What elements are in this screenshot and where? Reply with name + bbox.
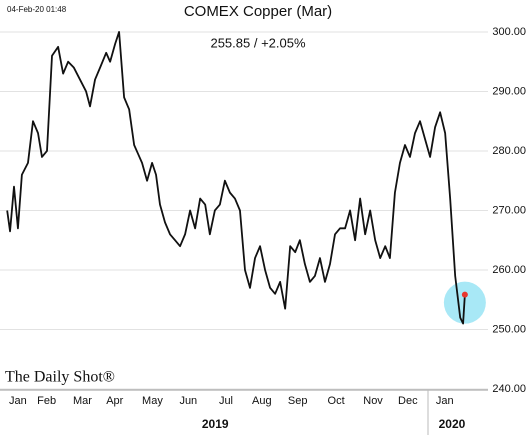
x-tick-label: Jan bbox=[9, 395, 27, 407]
last-point bbox=[461, 291, 468, 298]
x-tick-label: Jan bbox=[436, 395, 454, 407]
x-tick-label: Apr bbox=[106, 395, 123, 407]
y-tick-label: 240.00 bbox=[492, 383, 526, 395]
y-tick-label: 250.00 bbox=[492, 323, 526, 335]
y-tick-label: 300.00 bbox=[492, 26, 526, 38]
x-tick-label: Jun bbox=[179, 395, 197, 407]
x-tick-label: Dec bbox=[398, 395, 418, 407]
price-line bbox=[6, 31, 466, 325]
x-tick-label: Aug bbox=[252, 395, 272, 407]
y-tick-label: 270.00 bbox=[492, 204, 526, 216]
x-tick-label: Oct bbox=[328, 395, 345, 407]
annotation: 255.85 / +2.05% bbox=[210, 35, 305, 50]
year-label: 2020 bbox=[439, 417, 466, 431]
chart-title: COMEX Copper (Mar) bbox=[184, 3, 332, 20]
timestamp: 04-Feb-20 01:48 bbox=[7, 5, 67, 14]
year-label: 2019 bbox=[202, 417, 229, 431]
y-tick-label: 260.00 bbox=[492, 264, 526, 276]
watermark: The Daily Shot® bbox=[5, 369, 115, 386]
x-tick-label: Sep bbox=[288, 395, 308, 407]
x-tick-label: May bbox=[142, 395, 163, 407]
x-tick-label: Mar bbox=[73, 395, 92, 407]
y-tick-label: 280.00 bbox=[492, 145, 526, 157]
y-tick-label: 290.00 bbox=[492, 85, 526, 97]
x-tick-label: Jul bbox=[219, 395, 233, 407]
x-tick-label: Nov bbox=[363, 395, 383, 407]
x-tick-label: Feb bbox=[37, 395, 56, 407]
